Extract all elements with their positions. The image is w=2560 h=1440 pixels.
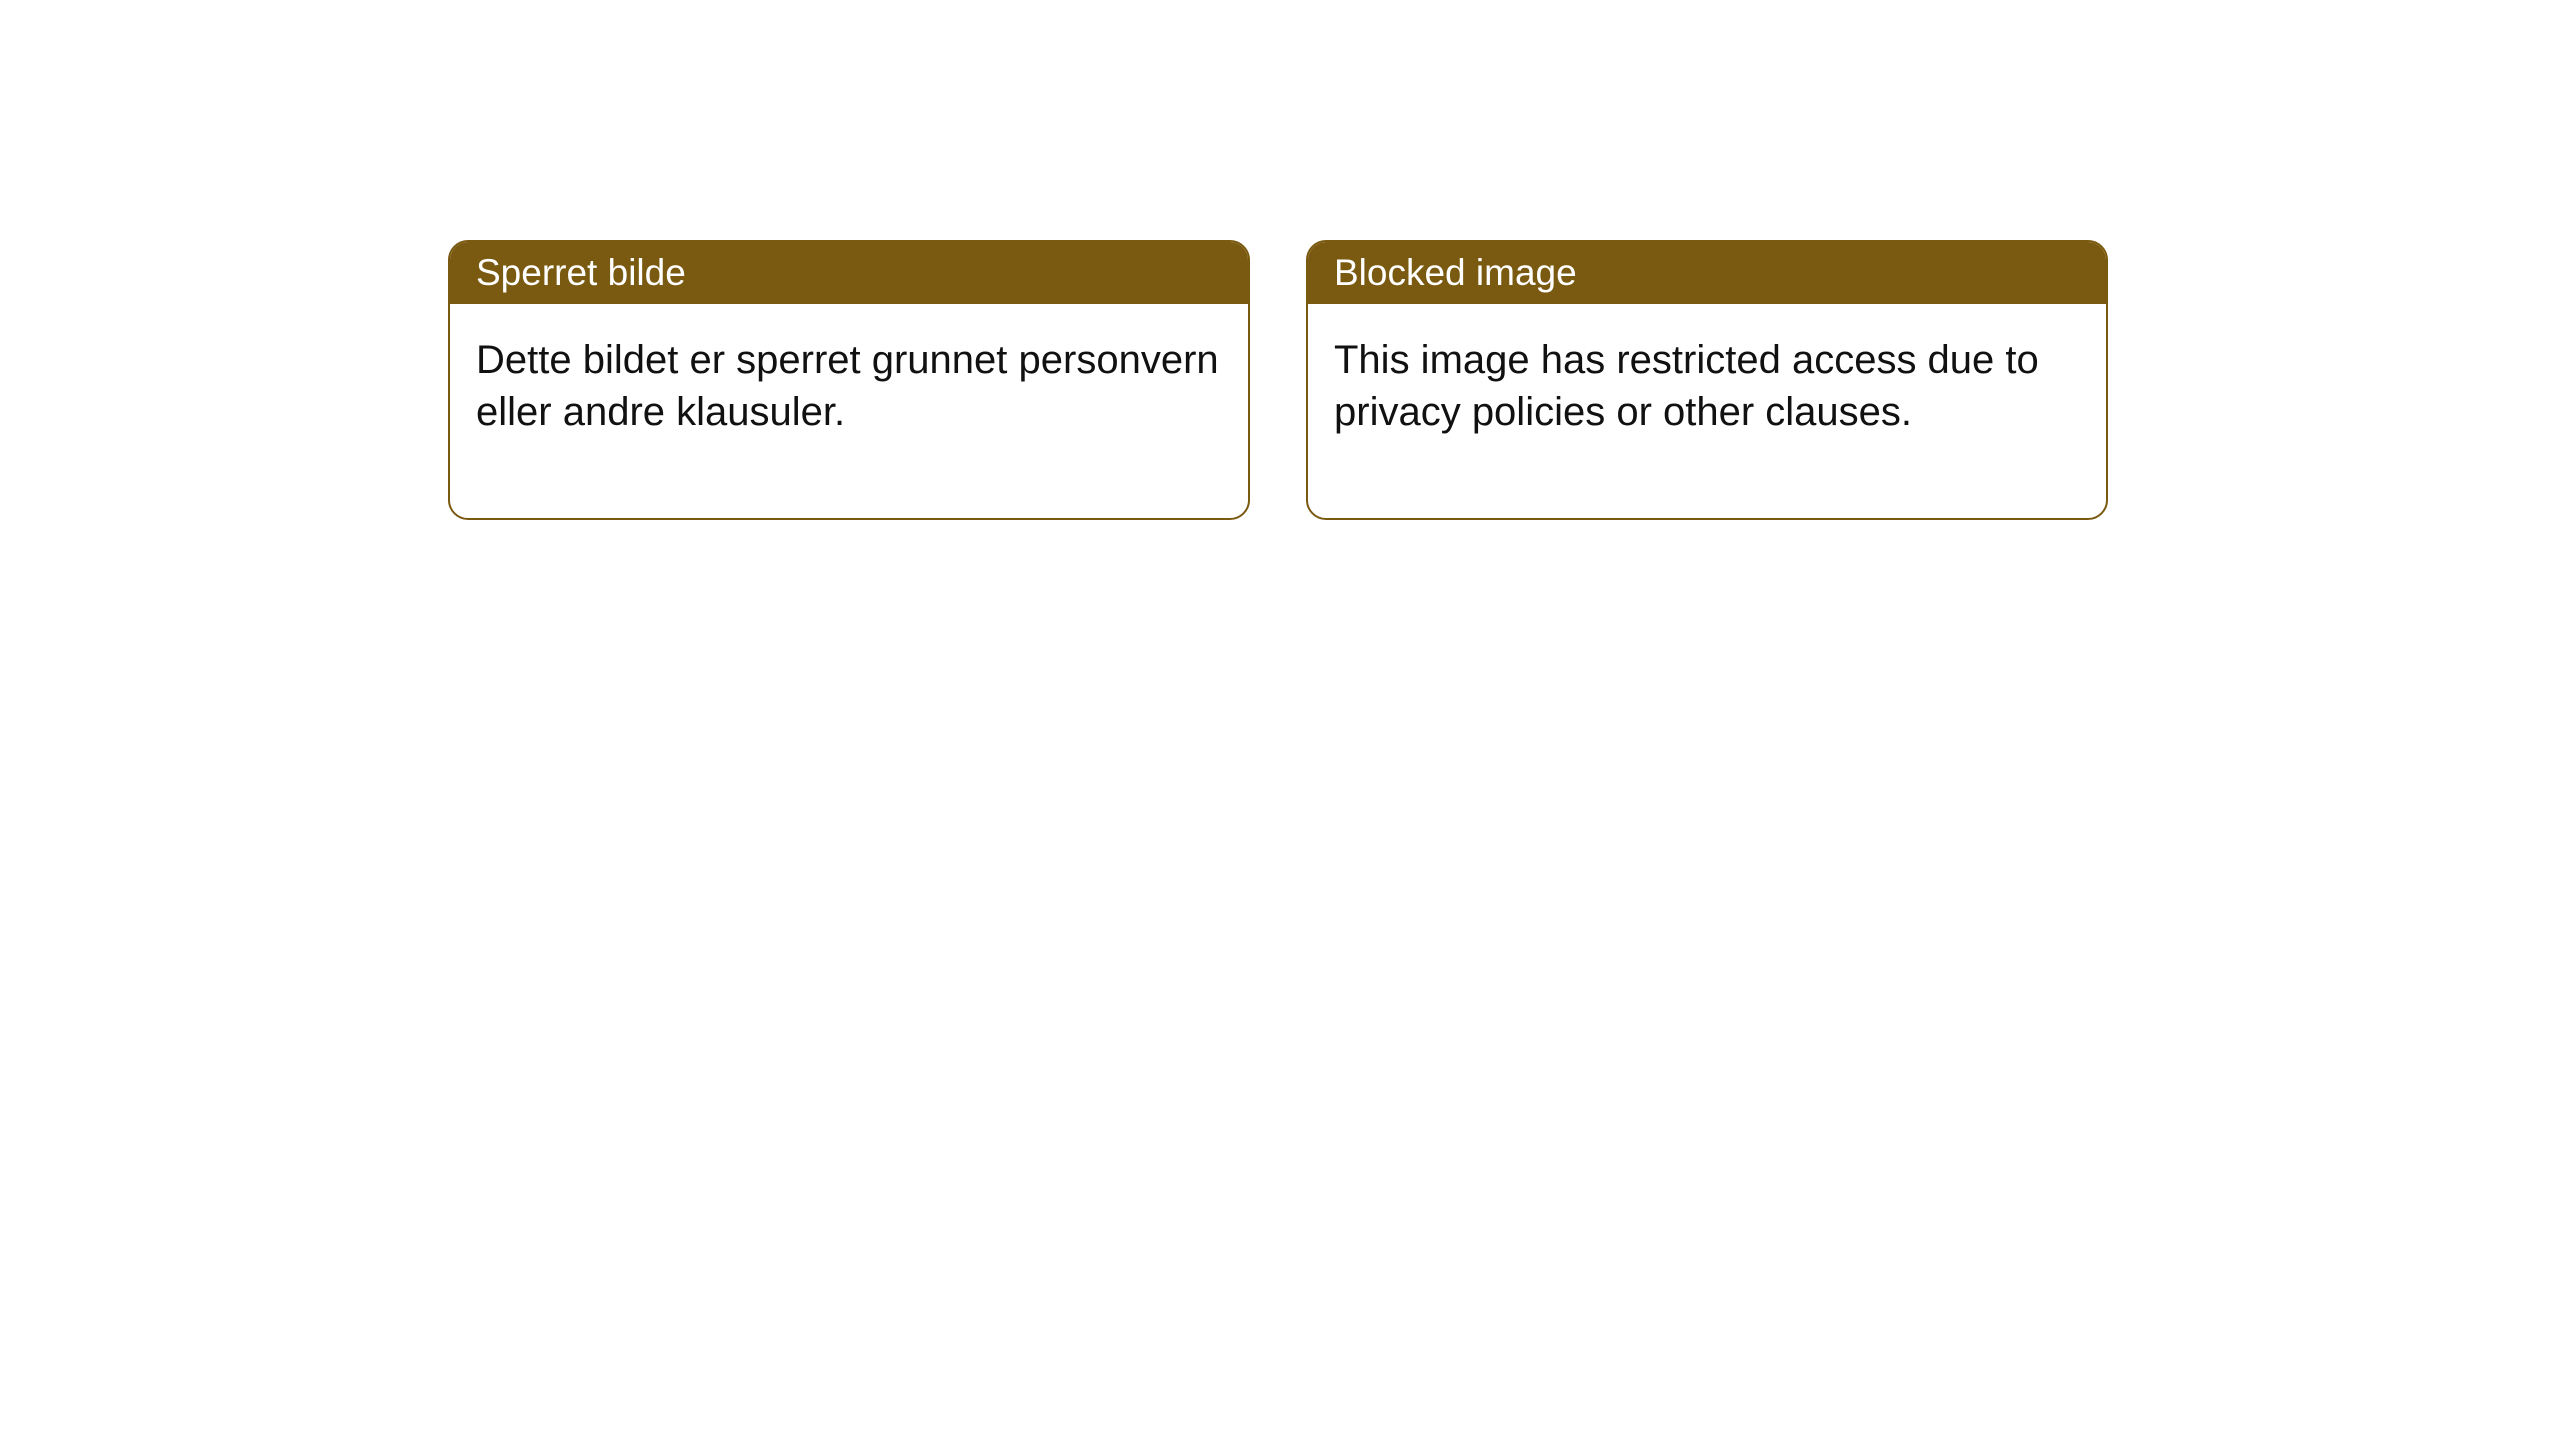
blocked-image-card-en: Blocked image This image has restricted … <box>1306 240 2108 520</box>
cards-container: Sperret bilde Dette bildet er sperret gr… <box>448 240 2108 520</box>
card-header-no: Sperret bilde <box>450 242 1248 304</box>
card-header-en: Blocked image <box>1308 242 2106 304</box>
card-body-no: Dette bildet er sperret grunnet personve… <box>450 304 1248 518</box>
card-body-en: This image has restricted access due to … <box>1308 304 2106 518</box>
blocked-image-card-no: Sperret bilde Dette bildet er sperret gr… <box>448 240 1250 520</box>
